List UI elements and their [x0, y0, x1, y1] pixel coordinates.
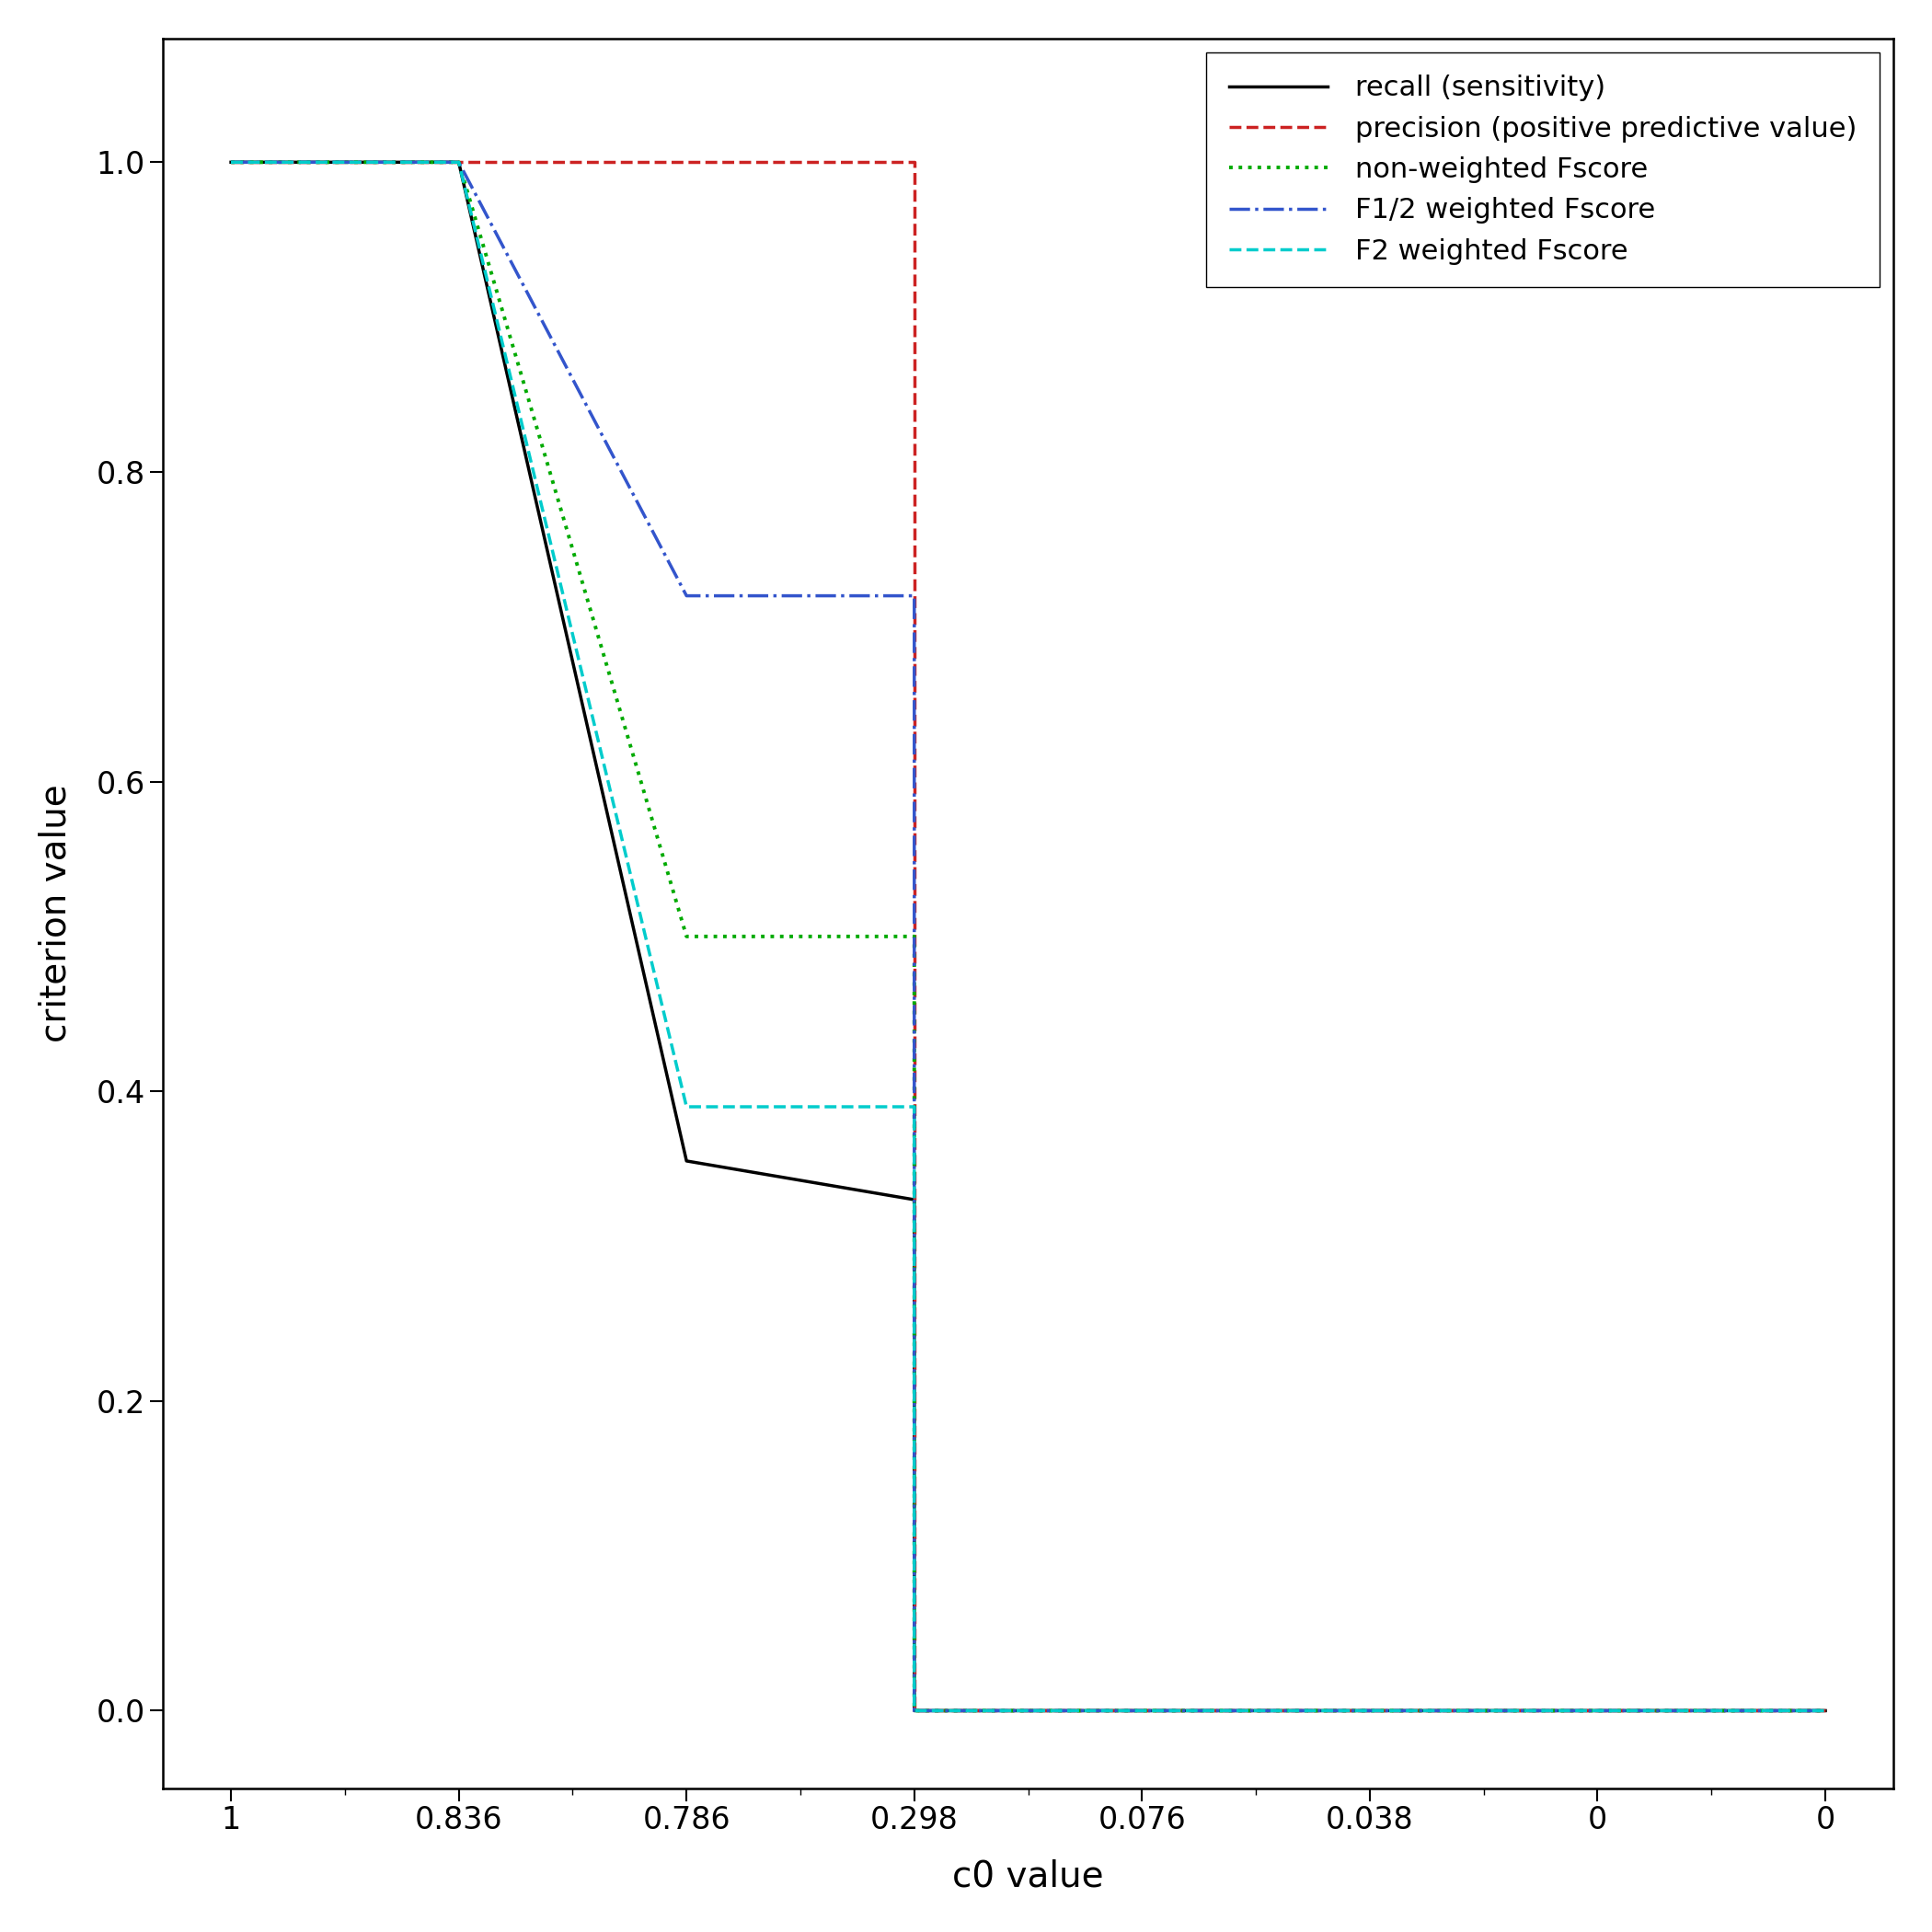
- non-weighted Fscore: [1814, 1698, 1837, 1721]
- precision (positive predictive value): [1358, 1698, 1381, 1721]
- precision (positive predictive value): [1130, 1698, 1153, 1721]
- precision (positive predictive value): [1358, 1698, 1381, 1721]
- precision (positive predictive value): [220, 151, 243, 174]
- F2 weighted Fscore: [902, 1698, 925, 1721]
- F1/2 weighted Fscore: [1358, 1698, 1381, 1721]
- X-axis label: c0 value: c0 value: [952, 1859, 1103, 1893]
- recall (sensitivity): [1358, 1698, 1381, 1721]
- non-weighted Fscore: [1130, 1698, 1153, 1721]
- F1/2 weighted Fscore: [902, 1698, 925, 1721]
- F2 weighted Fscore: [1358, 1698, 1381, 1721]
- recall (sensitivity): [674, 1150, 697, 1173]
- recall (sensitivity): [446, 151, 469, 174]
- non-weighted Fscore: [1358, 1698, 1381, 1721]
- non-weighted Fscore: [902, 925, 925, 949]
- F1/2 weighted Fscore: [674, 583, 697, 607]
- recall (sensitivity): [1130, 1698, 1153, 1721]
- non-weighted Fscore: [446, 151, 469, 174]
- precision (positive predictive value): [902, 1698, 925, 1721]
- F1/2 weighted Fscore: [446, 151, 469, 174]
- F1/2 weighted Fscore: [1358, 1698, 1381, 1721]
- precision (positive predictive value): [1130, 1698, 1153, 1721]
- F1/2 weighted Fscore: [902, 583, 925, 607]
- non-weighted Fscore: [220, 151, 243, 174]
- recall (sensitivity): [1586, 1698, 1609, 1721]
- recall (sensitivity): [1586, 1698, 1609, 1721]
- recall (sensitivity): [220, 151, 243, 174]
- F1/2 weighted Fscore: [1586, 1698, 1609, 1721]
- F2 weighted Fscore: [220, 151, 243, 174]
- recall (sensitivity): [674, 1150, 697, 1173]
- precision (positive predictive value): [674, 151, 697, 174]
- F1/2 weighted Fscore: [220, 151, 243, 174]
- Legend: recall (sensitivity), precision (positive predictive value), non-weighted Fscore: recall (sensitivity), precision (positiv…: [1206, 52, 1880, 288]
- recall (sensitivity): [902, 1188, 925, 1211]
- recall (sensitivity): [446, 151, 469, 174]
- F2 weighted Fscore: [674, 1095, 697, 1119]
- recall (sensitivity): [1814, 1698, 1837, 1721]
- F1/2 weighted Fscore: [674, 583, 697, 607]
- precision (positive predictive value): [1814, 1698, 1837, 1721]
- Line: F2 weighted Fscore: F2 weighted Fscore: [232, 162, 1826, 1710]
- F2 weighted Fscore: [1814, 1698, 1837, 1721]
- non-weighted Fscore: [1586, 1698, 1609, 1721]
- F2 weighted Fscore: [1586, 1698, 1609, 1721]
- F1/2 weighted Fscore: [446, 151, 469, 174]
- F2 weighted Fscore: [1130, 1698, 1153, 1721]
- Line: non-weighted Fscore: non-weighted Fscore: [232, 162, 1826, 1710]
- Line: recall (sensitivity): recall (sensitivity): [232, 162, 1826, 1710]
- F1/2 weighted Fscore: [1814, 1698, 1837, 1721]
- F2 weighted Fscore: [1130, 1698, 1153, 1721]
- precision (positive predictive value): [1586, 1698, 1609, 1721]
- F2 weighted Fscore: [1358, 1698, 1381, 1721]
- precision (positive predictive value): [1586, 1698, 1609, 1721]
- F2 weighted Fscore: [446, 151, 469, 174]
- Line: precision (positive predictive value): precision (positive predictive value): [232, 162, 1826, 1710]
- F1/2 weighted Fscore: [1586, 1698, 1609, 1721]
- F1/2 weighted Fscore: [1130, 1698, 1153, 1721]
- precision (positive predictive value): [902, 151, 925, 174]
- F2 weighted Fscore: [902, 1095, 925, 1119]
- non-weighted Fscore: [902, 1698, 925, 1721]
- precision (positive predictive value): [674, 151, 697, 174]
- precision (positive predictive value): [446, 151, 469, 174]
- F1/2 weighted Fscore: [1130, 1698, 1153, 1721]
- non-weighted Fscore: [674, 925, 697, 949]
- recall (sensitivity): [1130, 1698, 1153, 1721]
- Line: F1/2 weighted Fscore: F1/2 weighted Fscore: [232, 162, 1826, 1710]
- non-weighted Fscore: [674, 925, 697, 949]
- Y-axis label: criterion value: criterion value: [39, 784, 73, 1043]
- non-weighted Fscore: [1130, 1698, 1153, 1721]
- recall (sensitivity): [1358, 1698, 1381, 1721]
- precision (positive predictive value): [446, 151, 469, 174]
- F2 weighted Fscore: [674, 1095, 697, 1119]
- non-weighted Fscore: [1358, 1698, 1381, 1721]
- non-weighted Fscore: [446, 151, 469, 174]
- F2 weighted Fscore: [1586, 1698, 1609, 1721]
- non-weighted Fscore: [1586, 1698, 1609, 1721]
- recall (sensitivity): [902, 1698, 925, 1721]
- F2 weighted Fscore: [446, 151, 469, 174]
